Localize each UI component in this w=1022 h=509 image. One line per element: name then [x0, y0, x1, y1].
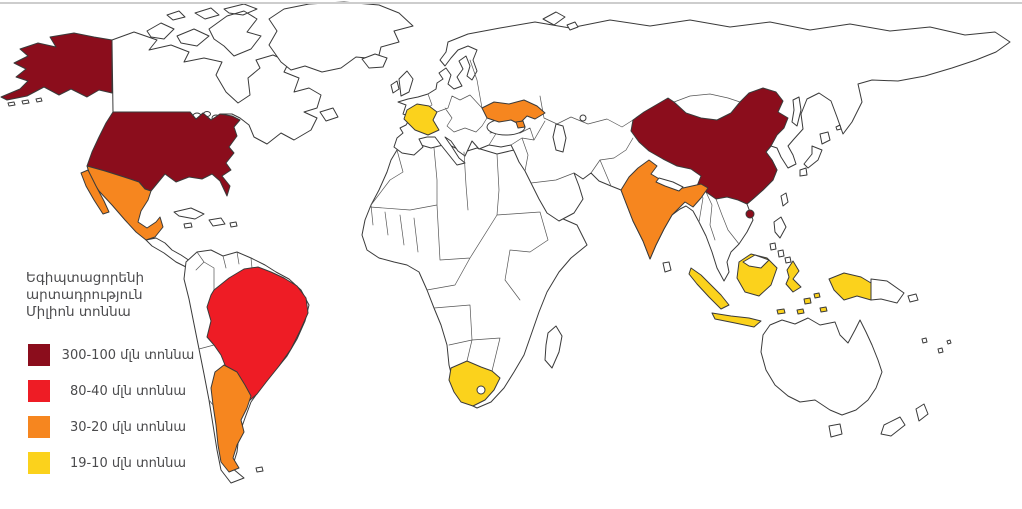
legend-label-cat1: 300-100 մլն տոննա — [61, 347, 195, 363]
arctic-islands — [146, 3, 262, 57]
country-brazil — [206, 266, 309, 402]
internal-borders — [195, 59, 741, 406]
legend-swatch-cat2 — [28, 380, 50, 402]
legend-title-line-2: արտադրություն — [26, 287, 143, 303]
legend-title-line-3: Միլիոն տոննա — [26, 304, 131, 320]
legend-title: Եգիպտացորենի արտադրություն Միլիոն տոննա — [26, 270, 206, 321]
country-mexico-baja — [80, 169, 110, 215]
islands-philippines — [769, 216, 792, 264]
aleutian-islets — [7, 97, 43, 107]
legend-label-cat3: 30-20 մլն տոննա — [69, 419, 187, 435]
country-china — [630, 87, 789, 205]
landmass-central-america — [145, 237, 191, 268]
legend-item-cat1: 300-100 մլն տոննա — [16, 343, 206, 367]
legend-swatch-cat4 — [28, 452, 50, 474]
country-indonesia-papua — [828, 272, 872, 301]
legend-label-cat2: 80-40 մլն տոննա — [69, 383, 187, 399]
country-united-states-alaska — [0, 32, 113, 101]
country-indonesia-sumatra — [688, 267, 730, 310]
landmass-australia — [760, 317, 883, 416]
country-mexico — [86, 165, 164, 241]
aral-sea — [579, 114, 587, 122]
legend-title-line-1: Եգիպտացորենի — [26, 270, 145, 286]
legend-item-cat4: 19-10 մլն տոննա — [16, 451, 206, 475]
country-indonesia-sulawesi — [785, 260, 802, 293]
country-indonesia-java — [711, 312, 762, 328]
landmass-greenland — [268, 1, 414, 73]
landmass-canada — [111, 31, 322, 145]
island-britain-ireland — [390, 70, 414, 97]
island-sri-lanka — [662, 261, 672, 273]
island-newfoundland — [319, 107, 339, 122]
country-south-africa — [448, 360, 501, 407]
islands-japan — [799, 131, 831, 177]
legend-label-cat4: 19-10 մլն տոննա — [69, 455, 187, 471]
country-argentina — [210, 364, 252, 473]
island-novaya-zemlya — [542, 11, 579, 31]
island-sakhalin — [791, 96, 802, 127]
legend-item-cat3: 30-20 մլն տոննա — [16, 415, 206, 439]
country-indonesia-small-islands — [776, 292, 828, 315]
island-iceland — [361, 53, 388, 69]
legend-swatch-cat1 — [28, 344, 50, 366]
top-divider — [0, 2, 1022, 4]
malaysia-borneo-strip — [742, 254, 770, 269]
island-madagascar — [544, 325, 563, 369]
island-falklands — [255, 466, 264, 473]
pacific-islets — [835, 124, 952, 354]
islands-new-zealand — [880, 403, 929, 437]
caspian-sea — [552, 123, 567, 153]
legend-swatch-cat3 — [28, 416, 50, 438]
country-ukraine — [481, 99, 546, 125]
caribbean-islands — [173, 207, 238, 229]
island-new-guinea-png — [870, 278, 919, 304]
legend-item-cat2: 80-40 մլն տոննա — [16, 379, 206, 403]
country-china-hainan — [745, 209, 755, 219]
country-ukraine-crimea — [515, 120, 526, 129]
map-legend: Եգիպտացորենի արտադրություն Միլիոն տոննա … — [16, 270, 206, 487]
island-tasmania — [828, 423, 843, 438]
nepal-sliver — [655, 177, 684, 192]
lesotho-hole — [476, 385, 486, 395]
island-taiwan — [780, 192, 789, 207]
country-france — [403, 103, 440, 136]
